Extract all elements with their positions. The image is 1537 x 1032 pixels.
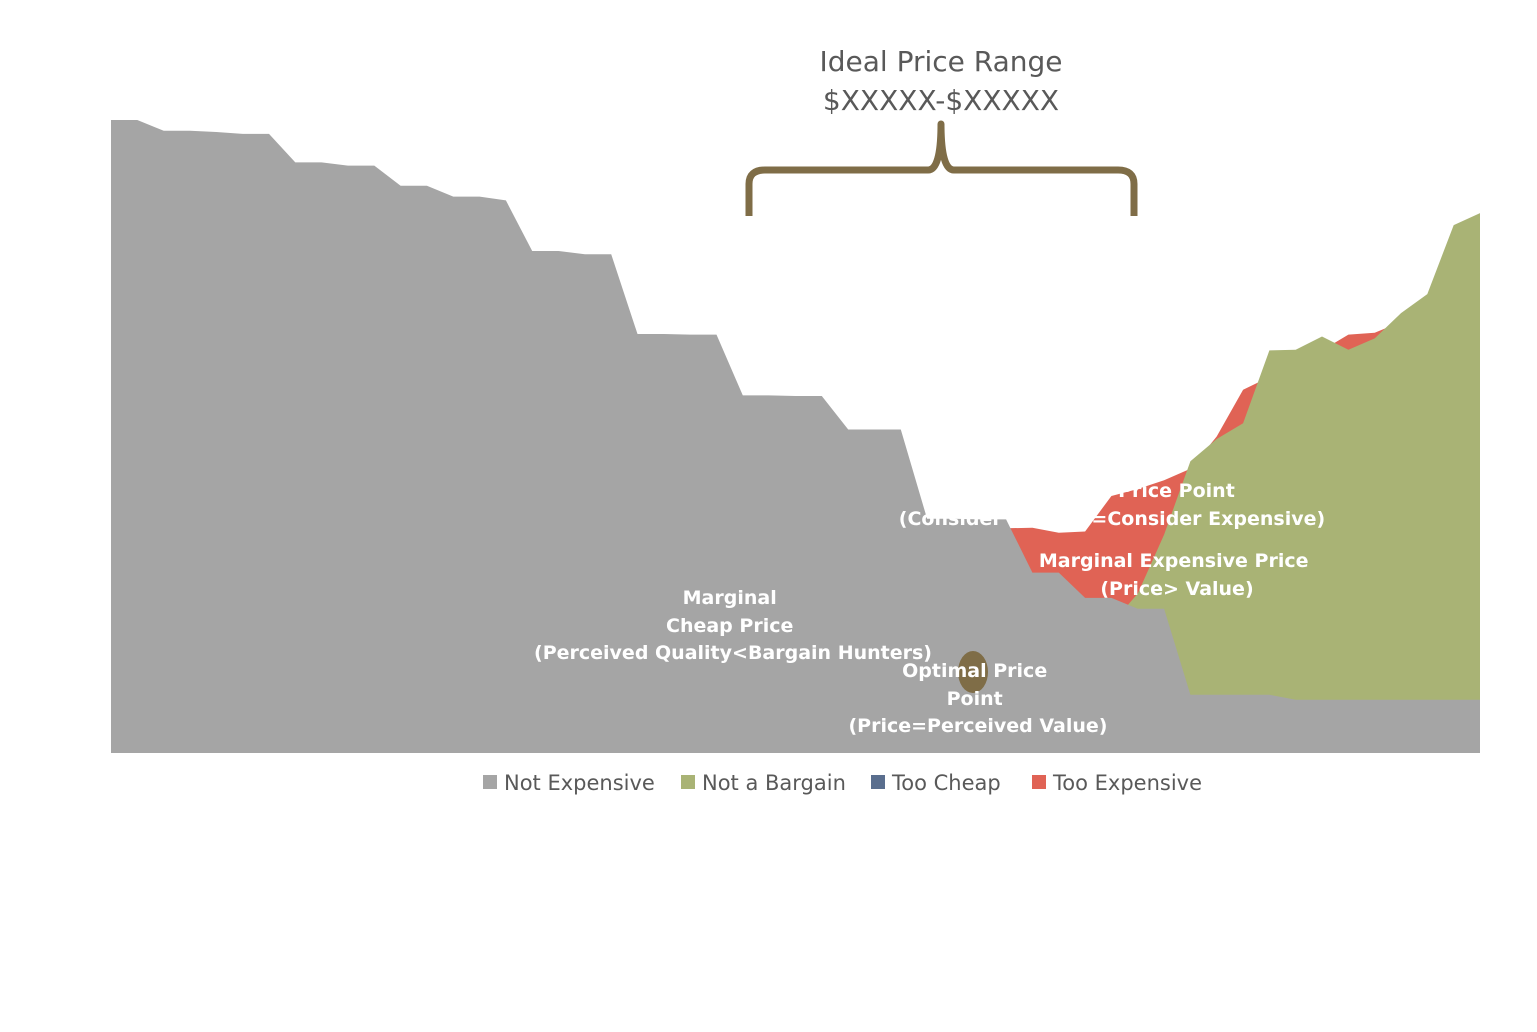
legend-item-not-a-bargain: Not a Bargain (681, 771, 846, 795)
legend-swatch-not-expensive (483, 775, 497, 789)
ideal-range-title: Ideal Price Range (819, 45, 1062, 78)
annotations: Marginal Cheap Price (Perceived Quality<… (534, 480, 1325, 737)
legend-label-not-a-bargain: Not a Bargain (702, 771, 846, 795)
ideal-range-brace (745, 120, 1138, 216)
legend-swatch-too-cheap (871, 775, 885, 789)
optimal-price-point-marker (958, 651, 988, 693)
legend-label-too-cheap: Too Cheap (891, 771, 1001, 795)
legend-item-too-cheap: Too Cheap (871, 771, 1001, 795)
indifference-price-label: Indifference Price Point (Consider Barga… (899, 480, 1325, 530)
marginal-cheap-label: Marginal Cheap Price (Perceived Quality<… (534, 587, 932, 664)
legend-swatch-too-expensive (1032, 775, 1046, 789)
plot-area (111, 120, 1480, 754)
legend: Not Expensive Not a Bargain Too Cheap Too E… (483, 771, 1202, 795)
legend-item-not-expensive: Not Expensive (483, 771, 655, 795)
legend-label-too-expensive: Too Expensive (1052, 771, 1202, 795)
legend-label-not-expensive: Not Expensive (504, 771, 655, 795)
marginal-expensive-label: Marginal Expensive Price (Price> Value) (1039, 550, 1315, 600)
area-not-expensive (111, 120, 1480, 753)
optimal-price-label: Optimal Price Point (Price=Perceived Val… (849, 660, 1108, 737)
legend-item-too-expensive: Too Expensive (1032, 771, 1202, 795)
legend-swatch-not-a-bargain (681, 775, 695, 789)
ideal-range-value: $XXXXX-$XXXXX (823, 84, 1059, 117)
ideal-price-range: Ideal Price Range $XXXXX-$XXXXX (745, 45, 1138, 216)
